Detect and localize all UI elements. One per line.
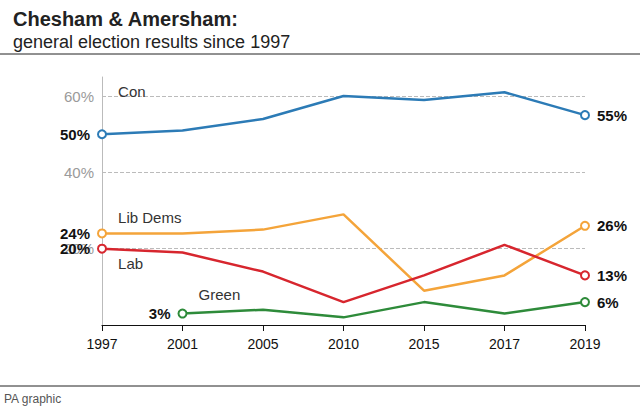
svg-text:26%: 26% bbox=[597, 217, 627, 234]
svg-text:Lab: Lab bbox=[118, 255, 143, 272]
svg-text:Green: Green bbox=[199, 286, 241, 303]
svg-text:40%: 40% bbox=[64, 164, 94, 181]
svg-text:general election results since: general election results since 1997 bbox=[13, 32, 290, 52]
svg-text:2019: 2019 bbox=[569, 336, 600, 352]
svg-text:60%: 60% bbox=[64, 88, 94, 105]
svg-text:2015: 2015 bbox=[408, 336, 439, 352]
svg-text:1997: 1997 bbox=[86, 336, 117, 352]
svg-text:20%: 20% bbox=[60, 240, 90, 257]
svg-text:2005: 2005 bbox=[247, 336, 278, 352]
svg-text:24%: 24% bbox=[60, 224, 90, 242]
svg-text:3%: 3% bbox=[149, 305, 171, 322]
svg-text:13%: 13% bbox=[597, 267, 627, 284]
svg-text:6%: 6% bbox=[597, 294, 619, 311]
svg-text:50%: 50% bbox=[60, 126, 90, 143]
svg-text:55%: 55% bbox=[597, 107, 627, 124]
svg-text:2017: 2017 bbox=[489, 336, 520, 352]
svg-text:Chesham & Amersham:: Chesham & Amersham: bbox=[13, 8, 238, 30]
svg-text:PA graphic: PA graphic bbox=[4, 392, 61, 406]
svg-text:2010: 2010 bbox=[328, 336, 359, 352]
svg-text:Con: Con bbox=[118, 83, 146, 100]
svg-text:Lib Dems: Lib Dems bbox=[118, 209, 181, 226]
svg-text:2001: 2001 bbox=[167, 336, 198, 352]
